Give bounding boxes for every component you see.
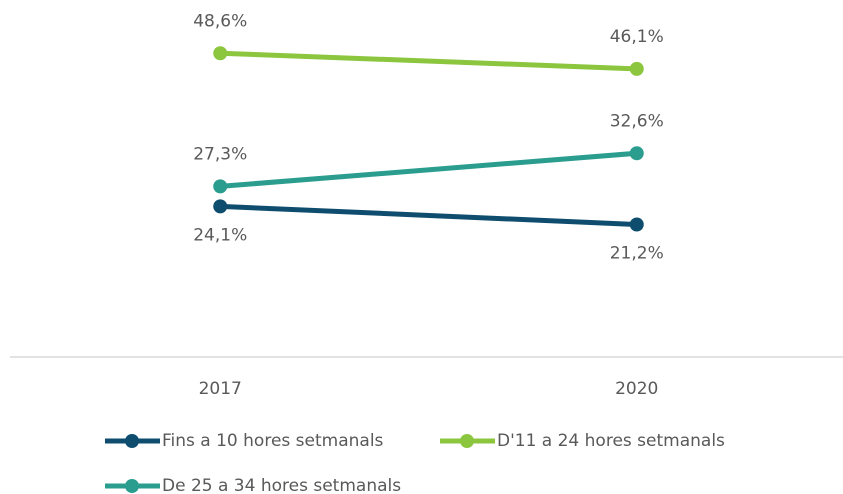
data-label: 48,6%	[193, 11, 247, 31]
point	[213, 46, 228, 61]
data-label: 21,2%	[610, 244, 664, 264]
legend-label: D'11 a 24 hores setmanals	[497, 431, 725, 451]
data-label: 46,1%	[610, 27, 664, 47]
legend-marker	[460, 434, 474, 448]
series-line	[220, 50, 637, 72]
data-label: 24,1%	[193, 225, 247, 245]
legend-label: Fins a 10 hores setmanals	[162, 431, 384, 451]
x-tick-label: 2017	[199, 379, 242, 399]
series-line	[220, 203, 637, 227]
point	[629, 146, 644, 161]
x-tick-label: 2020	[615, 379, 658, 399]
legend-label: De 25 a 34 hores setmanals	[162, 476, 401, 494]
legend-marker	[125, 434, 139, 448]
legend-marker	[125, 479, 139, 493]
series-line	[220, 150, 637, 189]
data-label: 32,6%	[610, 111, 664, 131]
point	[629, 61, 644, 76]
point	[213, 179, 228, 194]
data-label: 27,3%	[193, 144, 247, 164]
point	[629, 217, 644, 232]
point	[213, 199, 228, 214]
